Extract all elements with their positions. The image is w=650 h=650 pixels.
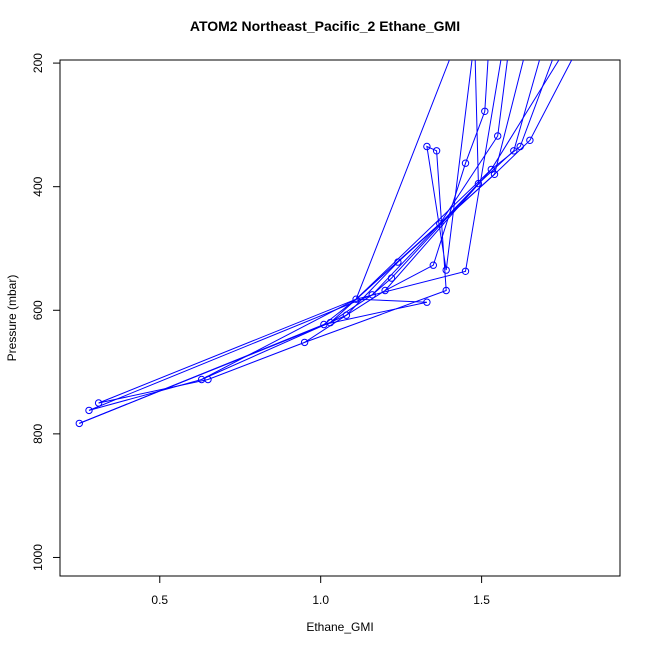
data-point (300, 338, 309, 347)
data-point (436, 220, 444, 228)
profile-line (98, 60, 502, 404)
data-point (494, 132, 502, 140)
data-point (85, 406, 93, 415)
data-point (368, 291, 376, 299)
data-points (75, 107, 534, 428)
data-point (320, 320, 328, 329)
data-point (474, 179, 483, 188)
profile-line (98, 60, 573, 404)
data-point (387, 274, 396, 282)
profile-line (384, 60, 560, 291)
x-tick-label: 1.5 (473, 593, 490, 607)
data-point (510, 147, 518, 155)
data-point (461, 159, 470, 167)
data-point (432, 147, 441, 155)
data-point (461, 267, 470, 275)
data-point (352, 295, 360, 303)
data-point (481, 107, 489, 116)
data-point (75, 419, 84, 428)
x-axis: 0.5 1.0 1.5 (151, 576, 490, 607)
data-point (94, 399, 103, 407)
plot-frame (59, 59, 621, 577)
y-tick-label: 600 (31, 300, 45, 320)
data-point (423, 142, 431, 151)
profile-line (323, 60, 450, 325)
y-tick-label: 400 (31, 176, 45, 196)
profile-line (201, 60, 489, 380)
y-tick-label: 1000 (31, 544, 45, 571)
chart-title: ATOM2 Northeast_Pacific_2 Ethane_GMI (189, 18, 461, 34)
profile-lines (79, 60, 573, 424)
data-point (342, 311, 351, 319)
x-axis-label: Ethane_GMI (306, 620, 374, 634)
y-tick-label: 800 (31, 424, 45, 444)
data-point (490, 170, 499, 179)
data-point (423, 298, 431, 306)
data-point (381, 286, 389, 295)
y-axis: 200 400 600 800 1000 (31, 53, 60, 571)
profile-line (304, 60, 473, 343)
profile-line (88, 60, 553, 411)
x-tick-label: 0.5 (151, 593, 168, 607)
data-point (516, 142, 524, 151)
data-point (526, 136, 534, 145)
data-point (442, 266, 450, 274)
data-point (442, 286, 450, 295)
data-point (429, 261, 437, 269)
profile-line (88, 60, 479, 411)
profile-line (329, 60, 524, 323)
data-point (197, 375, 206, 384)
data-point (394, 258, 402, 266)
x-tick-label: 1.0 (312, 593, 329, 607)
data-point (326, 318, 334, 327)
y-tick-label: 200 (31, 53, 45, 73)
